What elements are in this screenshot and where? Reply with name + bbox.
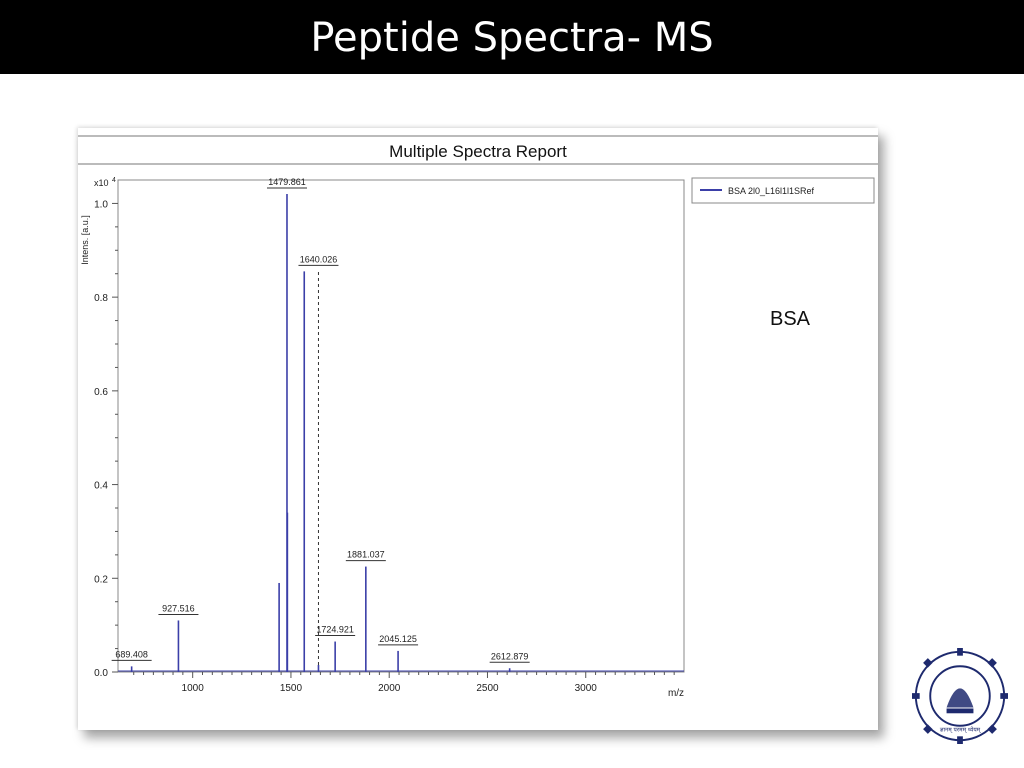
chart-title: Multiple Spectra Report	[389, 142, 567, 161]
sample-label: BSA	[770, 308, 811, 330]
x-axis-label: m/z	[668, 688, 684, 699]
y-tick-label: 0.0	[94, 668, 108, 679]
y-tick-label: 0.8	[94, 293, 108, 304]
y-tick-label: 0.6	[94, 387, 108, 398]
plot-area	[117, 179, 685, 673]
spectrum-figure: Multiple Spectra Report 1000 1500 2000 2500 3…	[78, 128, 878, 730]
y-tick-label: 0.2	[94, 574, 108, 585]
y-tick-label: 1.0	[94, 199, 108, 210]
iit-bombay-logo-icon: ज्ञानम् परमम् ध्येयम्	[912, 648, 1008, 744]
peak-label: 1479.861	[268, 177, 306, 187]
x-tick-label: 3000	[575, 683, 598, 694]
spectrum-chart: Multiple Spectra Report 1000 1500 2000 2500 3…	[78, 135, 878, 699]
peak-label: 2612.879	[491, 651, 529, 661]
peak-label: 927.516	[162, 603, 195, 613]
peak-label: 1640.026	[300, 254, 338, 264]
peak-label: 1724.921	[316, 625, 354, 635]
y-axis-label: Intens. [a.u.]	[80, 215, 90, 265]
x-tick-label: 1500	[280, 683, 303, 694]
y-multiplier: x10	[94, 178, 109, 188]
slide-title: Peptide Spectra- MS	[310, 15, 714, 61]
logo-tagline: ज्ञानम् परमम् ध्येयम्	[940, 726, 981, 734]
peak-label: 1881.037	[347, 550, 385, 560]
peak-label: 2045.125	[379, 634, 417, 644]
legend-box	[691, 177, 875, 204]
legend-entry: BSA 2l0_L16l1l1SRef	[728, 186, 815, 196]
x-tick-label: 2000	[378, 683, 401, 694]
y-tick-label: 0.4	[94, 481, 108, 492]
peak-label: 689.408	[115, 649, 148, 659]
x-tick-label: 2500	[476, 683, 499, 694]
title-bar	[0, 0, 1024, 74]
x-tick-label: 1000	[182, 683, 205, 694]
y-multiplier-exponent: 4	[112, 177, 116, 184]
